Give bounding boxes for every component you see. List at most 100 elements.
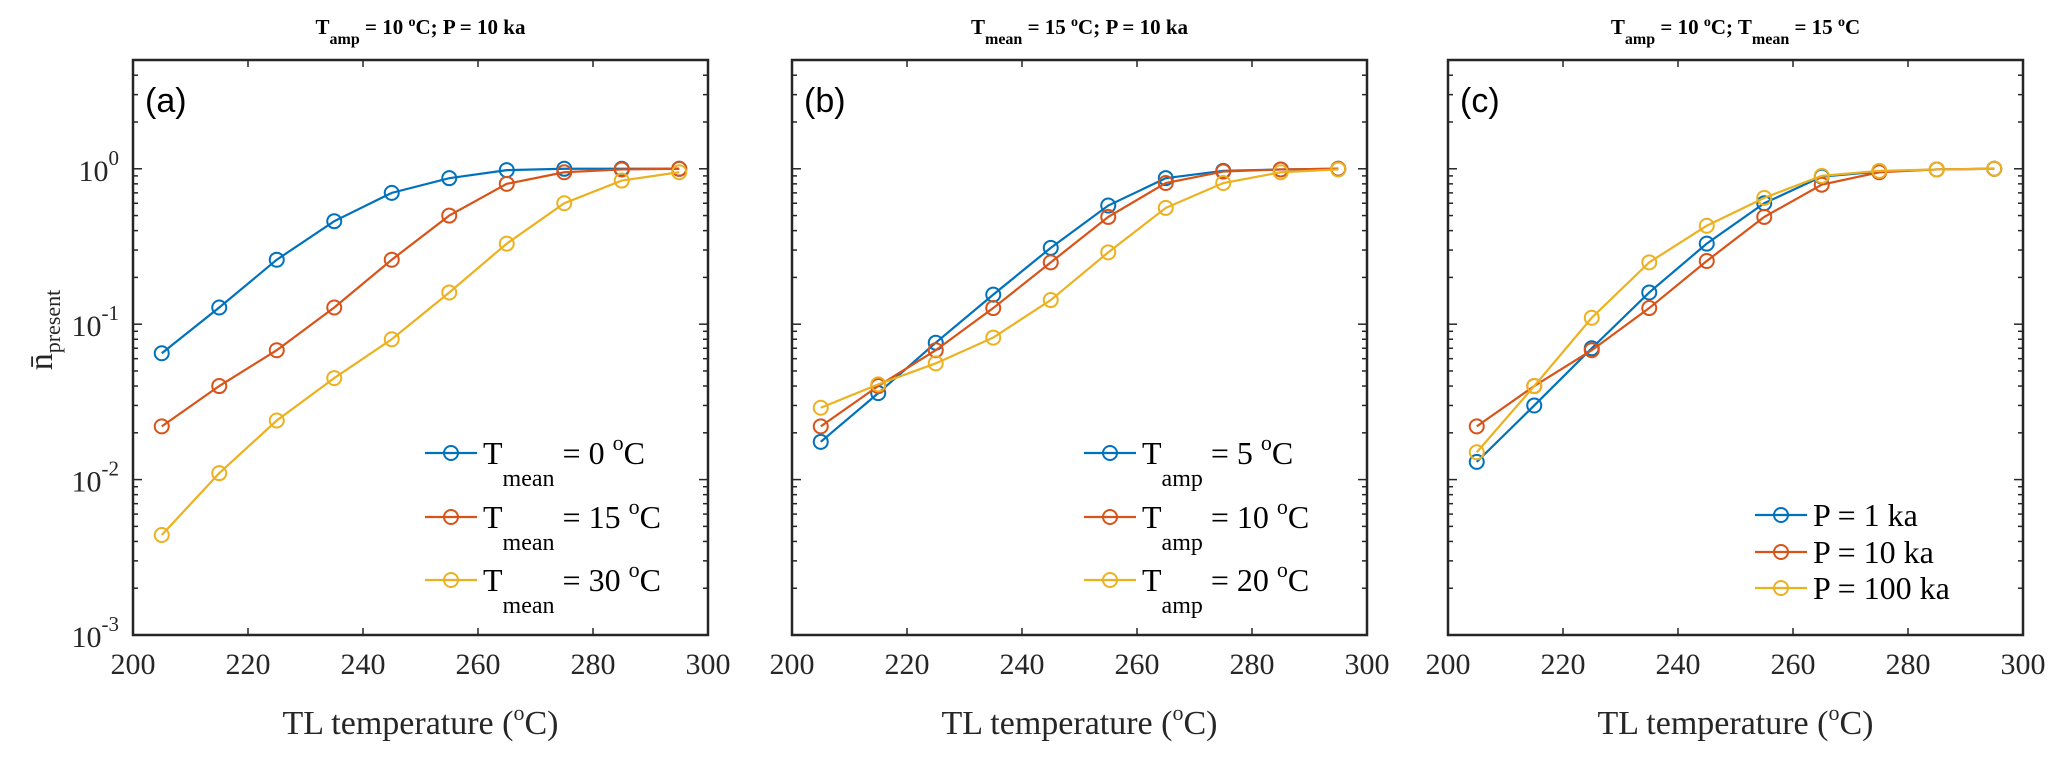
data-point [441, 170, 458, 187]
title-part: C; T [1711, 15, 1752, 39]
x-axis-label: TL temperature (oC) [1598, 700, 1874, 742]
data-point [1698, 217, 1715, 234]
x-axis-label-degree: o [1828, 700, 1839, 725]
legend-item: Tamp = 10 oC [1084, 494, 1309, 556]
data-point [441, 284, 458, 301]
title-part: T [1611, 15, 1625, 39]
legend: P = 1 kaP = 10 kaP = 100 ka [1755, 497, 1950, 606]
y-tick-exponent: -2 [102, 457, 120, 481]
legend-base: P = 100 ka [1813, 570, 1950, 606]
title-part: o [1838, 15, 1845, 30]
x-tick-label: 240 [1656, 648, 1701, 681]
title-part: T [971, 15, 985, 39]
data-point [1157, 170, 1174, 187]
x-axis-label-degree: o [513, 700, 524, 725]
data-point [498, 235, 515, 252]
y-axis-label-sub: present [40, 290, 65, 354]
x-axis-label-unit: C) [524, 705, 558, 742]
data-point [927, 355, 944, 372]
legend-marker [1102, 572, 1118, 588]
title-part: C [1845, 15, 1860, 39]
legend-label: Tamp = 10 oC [1142, 494, 1309, 556]
legend-unit: C [1288, 562, 1309, 598]
y-tick-exponent: 0 [109, 146, 120, 170]
legend-marker [1773, 507, 1789, 523]
y-tick-exponent: -1 [102, 301, 120, 325]
data-point [211, 299, 228, 316]
legend-item: Tmean = 15 oC [425, 494, 661, 556]
legend-base: T [1142, 435, 1162, 471]
legend-label: P = 100 ka [1813, 570, 1950, 606]
title-part: T [316, 15, 330, 39]
x-tick-label: 260 [456, 648, 501, 681]
x-tick-label: 280 [571, 648, 616, 681]
data-point [1813, 167, 1830, 184]
data-point [1583, 309, 1600, 326]
panel-title: Tamp = 10 oC; Tmean = 15 oC [1611, 15, 1860, 48]
x-axis-label-text: TL temperature ( [1598, 705, 1829, 742]
title-part: o [408, 15, 415, 30]
data-point [985, 300, 1002, 317]
axis-box [790, 58, 1369, 637]
data-point [1698, 253, 1715, 270]
axis-box [1446, 58, 2025, 637]
legend-value: = 30 [555, 562, 629, 598]
y-tick-label: 10-1 [72, 301, 120, 343]
x-tick-label: 200 [1426, 648, 1471, 681]
series-line [160, 171, 680, 536]
x-tick-label: 300 [2001, 648, 2046, 681]
series-3 [1468, 160, 2003, 461]
legend-item: P = 1 ka [1755, 497, 1918, 533]
x-tick-label: 200 [770, 648, 815, 681]
legend-label: P = 1 ka [1813, 497, 1918, 533]
legend-subscript: amp [1162, 593, 1203, 619]
legend-marker [1102, 509, 1118, 525]
panel-tag: (a) [145, 82, 187, 120]
title-part: mean [1752, 31, 1789, 48]
x-tick-label: 300 [1345, 648, 1390, 681]
legend-marker [443, 572, 459, 588]
panel-c: 200 220 240 260 280 300(c)Tamp = 10 oC; Tmean… [1426, 15, 2046, 742]
data-point [1928, 161, 1945, 178]
data-point [870, 376, 887, 393]
data-point [498, 175, 515, 192]
x-tick-label: 200 [111, 648, 156, 681]
data-point [441, 207, 458, 224]
data-point [326, 299, 343, 316]
data-point [1641, 284, 1658, 301]
data-point [268, 412, 285, 429]
data-point [1042, 292, 1059, 309]
series-line [161, 167, 680, 355]
panel-tag: (c) [1460, 82, 1500, 120]
data-point [671, 164, 688, 181]
data-point [1215, 175, 1232, 192]
data-point [1986, 160, 2003, 177]
legend-subscript: mean [503, 530, 555, 556]
panel-tag: (b) [804, 82, 846, 120]
data-point [1100, 244, 1117, 261]
x-tick-label: 240 [341, 648, 386, 681]
legend-value: = 0 [555, 435, 613, 471]
y-tick-base: 10 [72, 310, 102, 343]
y-tick-base: 10 [79, 155, 109, 188]
data-point [1468, 444, 1485, 461]
series-line [1475, 167, 1995, 453]
legend-label: Tmean = 15 oC [483, 494, 661, 556]
legend-degree: o [1277, 494, 1288, 519]
x-tick-label: 280 [1886, 648, 1931, 681]
data-point [1583, 342, 1600, 359]
data-point [153, 418, 170, 435]
legend-base: P = 10 ka [1813, 534, 1934, 570]
legend-degree: o [1261, 430, 1272, 455]
data-point [1100, 197, 1117, 214]
legend-base: T [483, 499, 503, 535]
x-tick-label: 300 [686, 648, 731, 681]
x-tick-label: 220 [226, 648, 271, 681]
y-tick-label: 10-3 [72, 612, 120, 654]
data-point [1871, 162, 1888, 179]
x-axis-label: TL temperature (oC) [942, 700, 1218, 742]
title-part: amp [330, 31, 360, 48]
panel-title: Tamp = 10 oC; P = 10 ka [316, 15, 526, 48]
data-point [1641, 300, 1658, 317]
